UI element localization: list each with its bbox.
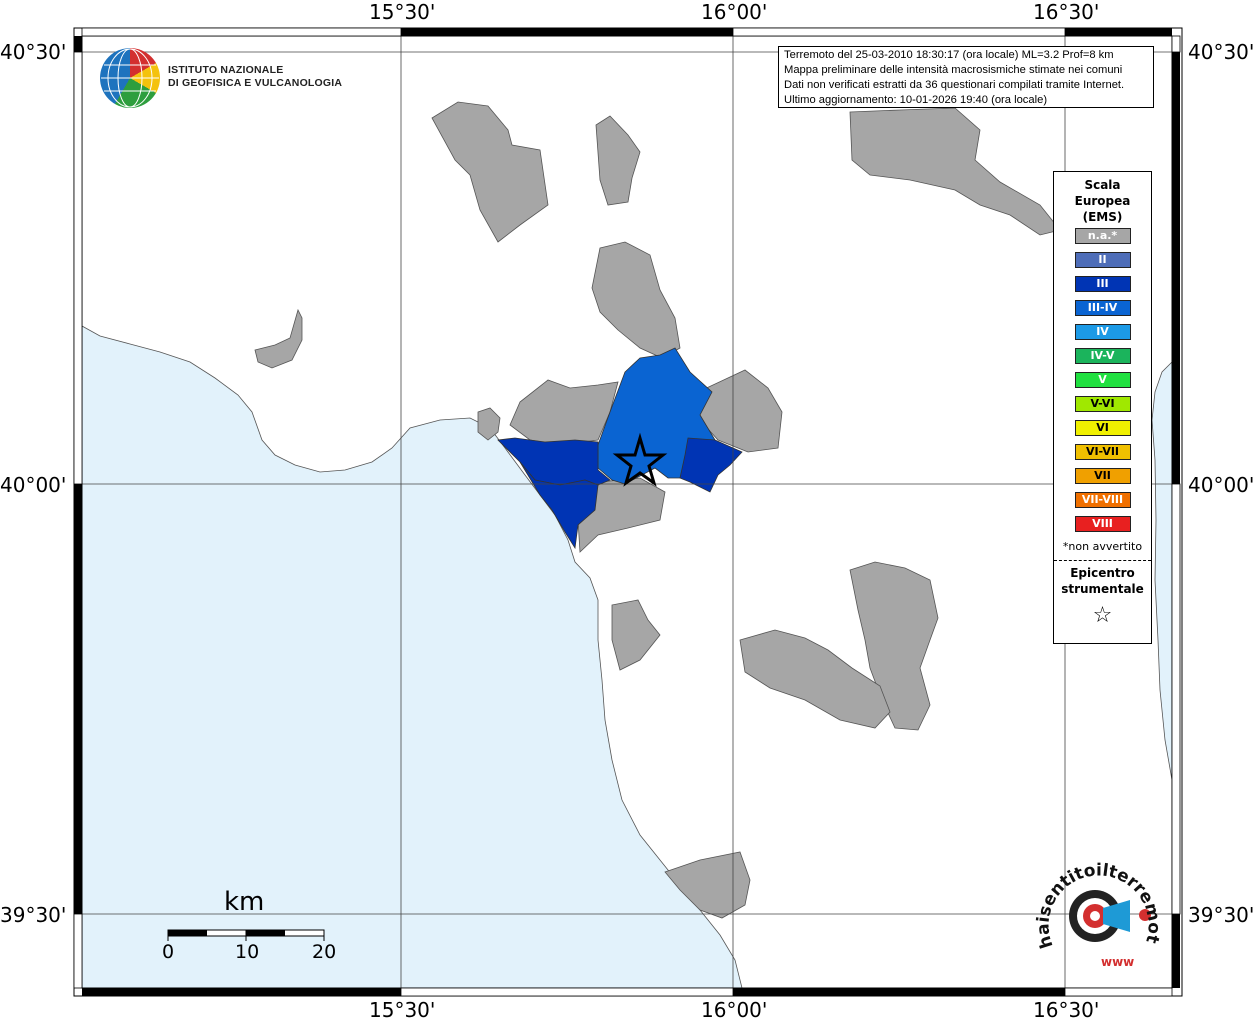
epicenter-star (612, 432, 668, 487)
graticule (82, 36, 1172, 988)
legend-swatch: VI-VII (1074, 444, 1131, 460)
star-icon: ☆ (1092, 603, 1113, 628)
legend-note: *non avvertito (1062, 540, 1143, 553)
lon-label-bottom-1: 15°30' (369, 998, 436, 1022)
lon-label-top-2: 16°00' (701, 0, 768, 24)
scale-label-10: 10 (235, 941, 260, 963)
lat-label-right-3: 39°30' (1188, 903, 1255, 927)
lon-label-bottom-3: 16°30' (1033, 998, 1100, 1022)
legend-title: Scala Europea (EMS) (1054, 177, 1151, 225)
legend-divider (1054, 560, 1151, 561)
legend-swatch: n.a.* (1074, 228, 1131, 244)
lon-label-top-1: 15°30' (369, 0, 436, 24)
legend-swatches: n.a.* II III III-IV IV IV-V V V-VI VI VI-VII VII VI… (1054, 228, 1151, 532)
sea-ionian (1151, 361, 1173, 781)
lat-label-left-3: 39°30' (0, 903, 67, 927)
legend-title-line: Scala (1084, 178, 1121, 192)
logo-line-2: DI GEOFISICA E VULCANOLOGIA (168, 77, 343, 89)
info-line-1: Terremoto del 25-03-2010 18:30:17 (ora l… (784, 49, 1114, 61)
scale-unit: km (224, 887, 265, 917)
legend-title-line: (EMS) (1082, 210, 1123, 224)
scale-label-20: 20 (312, 941, 337, 963)
lat-label-left-2: 40°00' (0, 473, 67, 497)
legend-swatch: IV-V (1074, 348, 1131, 364)
map-frame (73, 27, 1183, 997)
globe-icon (100, 48, 160, 108)
legend-swatch: VII (1074, 468, 1131, 484)
sea-tyrrhenian (81, 325, 743, 989)
logo-line-1: ISTITUTO NAZIONALE (168, 64, 284, 76)
legend-epicenter-label: Epicentro strumentale (1054, 565, 1151, 597)
legend-swatch: III-IV (1074, 300, 1131, 316)
info-line-2: Mappa preliminare delle intensità macros… (784, 64, 1123, 76)
brand-url: www (1101, 955, 1134, 969)
info-line-3: Dati non verificati estratti da 36 quest… (784, 79, 1125, 91)
legend-swatch: VII-VIII (1074, 492, 1131, 508)
lon-label-top-3: 16°30' (1033, 0, 1100, 24)
municipalities-iii (497, 437, 743, 550)
scale-bar-graphic (167, 929, 325, 941)
legend-swatch: V (1074, 372, 1131, 388)
scale-bar: km 0 10 20 (160, 885, 350, 975)
legend-swatch: VI (1074, 420, 1131, 436)
scale-label-0: 0 (162, 941, 175, 963)
ingv-logo: ISTITUTO NAZIONALE DI GEOFISICA E VULCAN… (100, 48, 360, 110)
legend: Scala Europea (EMS) n.a.* II III III-IV IV IV… (1053, 171, 1152, 644)
info-line-4: Ultimo aggiornamento: 10-01-2026 19:40 (… (784, 94, 1048, 106)
legend-epicenter-line: Epicentro (1070, 566, 1135, 580)
legend-swatch: VIII (1074, 516, 1131, 532)
hai-sentito-logo: haisentitoilterremoto.it www (1035, 858, 1164, 969)
lon-label-bottom-2: 16°00' (701, 998, 768, 1022)
lat-label-left-1: 40°30' (0, 40, 67, 64)
info-box: Terremoto del 25-03-2010 18:30:17 (ora l… (778, 46, 1154, 108)
legend-swatch: III (1074, 276, 1131, 292)
legend-swatch: IV (1074, 324, 1131, 340)
municipalities-na (254, 101, 1061, 919)
legend-epicenter-line: strumentale (1061, 582, 1144, 596)
lat-label-right-1: 40°30' (1188, 40, 1255, 64)
legend-swatch: V-VI (1074, 396, 1131, 412)
legend-swatch: II (1074, 252, 1131, 268)
legend-title-line: Europea (1074, 194, 1131, 208)
lat-label-right-2: 40°00' (1188, 473, 1255, 497)
